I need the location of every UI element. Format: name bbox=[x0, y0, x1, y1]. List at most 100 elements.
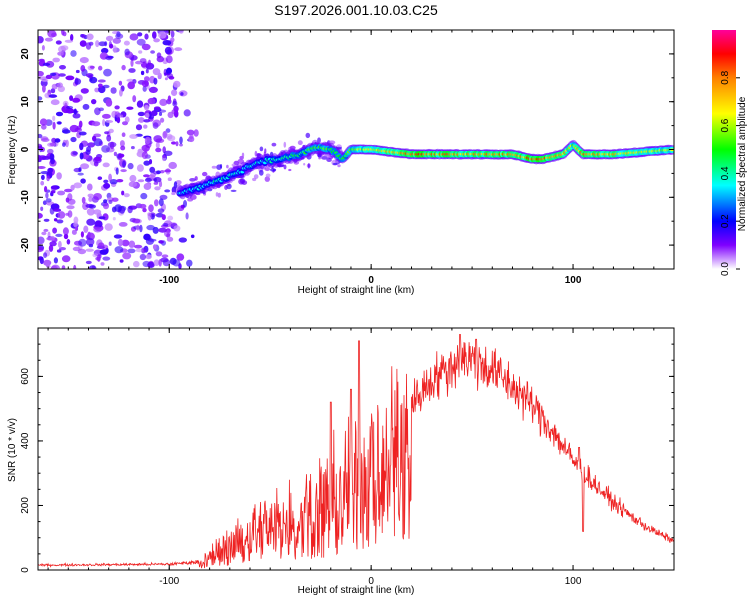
noise-blob bbox=[87, 193, 94, 198]
noise-blob bbox=[124, 116, 130, 123]
noise-blob bbox=[95, 40, 100, 48]
transition-blob bbox=[217, 192, 221, 198]
noise-blob bbox=[159, 98, 168, 106]
transition-blob bbox=[332, 162, 338, 166]
noise-blob bbox=[137, 111, 145, 117]
noise-blob bbox=[45, 198, 52, 203]
noise-blob bbox=[80, 178, 86, 184]
noise-blob bbox=[155, 147, 162, 153]
noise-blob bbox=[43, 218, 50, 222]
noise-blob bbox=[101, 47, 109, 54]
noise-blob bbox=[153, 106, 161, 110]
noise-blob bbox=[127, 248, 136, 254]
transition-blob bbox=[318, 156, 321, 160]
noise-blob bbox=[66, 239, 71, 245]
noise-blob bbox=[183, 200, 187, 208]
noise-blob bbox=[65, 75, 75, 81]
noise-blob bbox=[51, 83, 58, 90]
noise-blob bbox=[162, 40, 172, 46]
noise-blob bbox=[152, 226, 159, 234]
noise-blob bbox=[117, 239, 124, 246]
noise-blob bbox=[88, 204, 96, 209]
transition-blob bbox=[238, 178, 245, 185]
noise-blob bbox=[108, 199, 113, 204]
noise-blob bbox=[127, 81, 135, 90]
noise-blob bbox=[136, 164, 144, 172]
noise-blob bbox=[62, 129, 71, 134]
noise-blob bbox=[46, 236, 55, 241]
noise-blob bbox=[66, 205, 75, 210]
noise-blob bbox=[48, 94, 58, 98]
noise-blob bbox=[57, 85, 65, 93]
y-tick-label: -10 bbox=[20, 190, 31, 205]
noise-blob bbox=[118, 153, 125, 158]
noise-blob bbox=[38, 166, 46, 169]
noise-blob bbox=[193, 129, 199, 137]
noise-blob bbox=[85, 248, 94, 252]
noise-blob bbox=[38, 70, 44, 77]
transition-blob bbox=[226, 183, 232, 190]
noise-blob bbox=[172, 100, 178, 107]
noise-blob bbox=[98, 83, 103, 88]
noise-blob bbox=[67, 198, 76, 205]
noise-blob bbox=[45, 74, 53, 80]
noise-blob bbox=[158, 198, 164, 207]
noise-blob bbox=[75, 69, 80, 74]
noise-blob bbox=[43, 252, 48, 258]
noise-blob bbox=[65, 212, 70, 216]
noise-blob bbox=[70, 184, 75, 191]
transition-blob bbox=[307, 162, 310, 169]
noise-blob bbox=[167, 215, 174, 221]
noise-blob bbox=[61, 255, 71, 263]
noise-blob bbox=[148, 204, 154, 213]
noise-blob bbox=[54, 138, 61, 143]
noise-blob bbox=[175, 141, 179, 147]
noise-blob bbox=[87, 183, 93, 191]
noise-blob bbox=[154, 199, 159, 207]
x-tick-label: 100 bbox=[565, 275, 582, 286]
noise-blob bbox=[139, 58, 147, 63]
noise-blob bbox=[102, 256, 111, 261]
snr-ticks: -100 0 100 0 200 400 600 bbox=[20, 328, 675, 587]
noise-blob bbox=[38, 133, 43, 139]
noise-blob bbox=[88, 196, 93, 202]
noise-blob bbox=[167, 95, 171, 102]
noise-blob bbox=[41, 45, 45, 51]
noise-blob bbox=[189, 134, 194, 140]
noise-blob bbox=[152, 31, 157, 39]
noise-blob bbox=[86, 238, 95, 246]
colorbar-ticks: 0.0 0.2 0.4 0.6 0.8 bbox=[720, 70, 740, 276]
noise-blob bbox=[149, 166, 156, 173]
noise-blob bbox=[150, 213, 155, 220]
noise-blob bbox=[40, 180, 45, 186]
noise-blob bbox=[121, 132, 126, 137]
noise-blob bbox=[121, 239, 130, 247]
noise-blob bbox=[45, 192, 49, 199]
noise-blob bbox=[148, 159, 153, 165]
noise-blob bbox=[164, 189, 171, 193]
colorbar-tick-label: 0.0 bbox=[720, 262, 731, 276]
noise-blob bbox=[49, 241, 57, 247]
noise-blob bbox=[65, 105, 74, 109]
noise-blob bbox=[105, 98, 113, 107]
transition-blob bbox=[187, 198, 194, 202]
noise-blob bbox=[53, 208, 62, 212]
noise-blob bbox=[147, 212, 152, 221]
noise-blob bbox=[141, 248, 146, 253]
noise-blob bbox=[108, 128, 114, 134]
noise-blob bbox=[115, 167, 119, 175]
noise-blob bbox=[151, 110, 158, 117]
noise-blob bbox=[162, 131, 167, 139]
noise-blob bbox=[98, 242, 105, 249]
noise-blob bbox=[119, 89, 123, 97]
noise-blob bbox=[135, 124, 143, 131]
noise-blob bbox=[70, 34, 74, 41]
noise-blob bbox=[100, 262, 105, 266]
noise-blob bbox=[166, 236, 174, 242]
noise-blob bbox=[122, 160, 126, 168]
noise-blob bbox=[109, 179, 118, 185]
noise-blob bbox=[174, 47, 183, 52]
noise-blob bbox=[144, 33, 149, 40]
noise-blob bbox=[96, 221, 101, 227]
y-tick-label: 20 bbox=[20, 48, 31, 60]
